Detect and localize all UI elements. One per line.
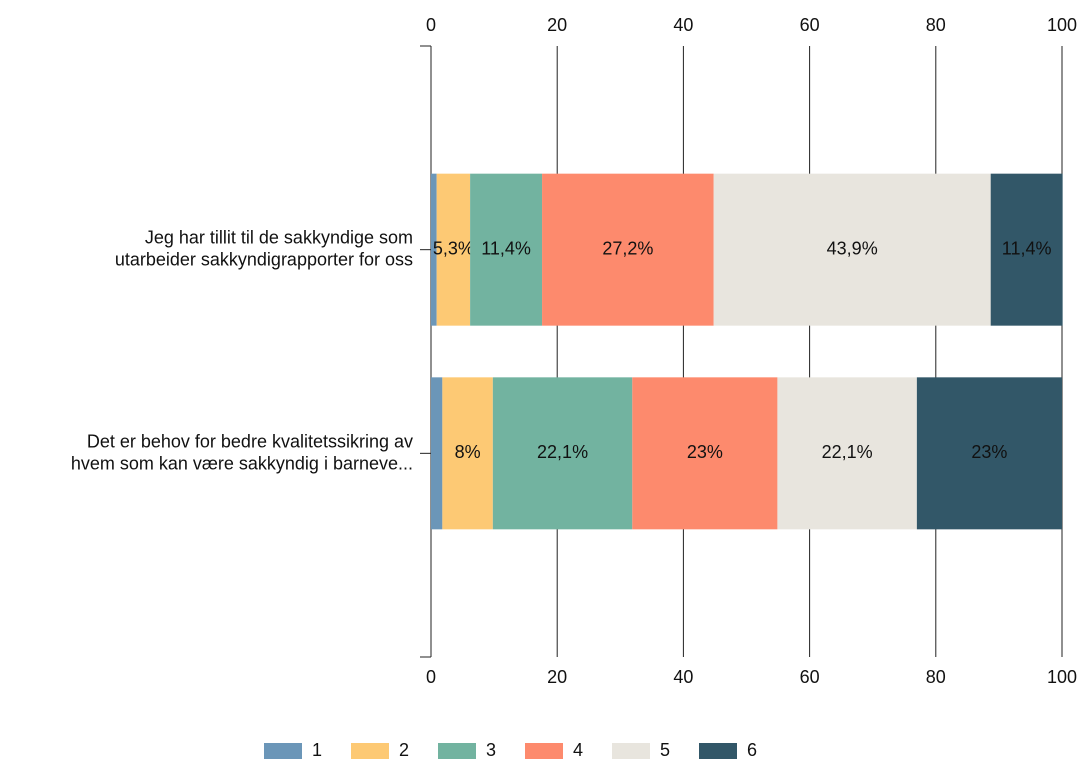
x-tick-label-top: 60 [800,15,820,35]
x-tick-label-top: 100 [1047,15,1077,35]
value-label: 22,1% [537,442,588,462]
y-tick-label: Jeg har tillit til de sakkyndige som utar… [115,227,413,269]
value-label: 22,1% [822,442,873,462]
y-tick-label: Det er behov for bedre kvalitetssikring … [71,431,413,473]
x-tick-label-top: 40 [673,15,693,35]
legend-swatch [525,743,563,759]
x-tick-label-bottom: 60 [800,667,820,687]
bar-segment [436,173,471,326]
bar-segment [777,377,917,530]
bar-segment [542,173,714,326]
legend-swatch [699,743,737,759]
bar-segment [632,377,778,530]
legend-swatch [612,743,650,759]
legend-label: 1 [312,740,322,760]
bar-segment [916,377,1062,530]
bar-segment [492,377,633,530]
legend-label: 4 [573,740,583,760]
x-tick-label-bottom: 80 [926,667,946,687]
x-tick-label-top: 0 [426,15,436,35]
x-tick-label-bottom: 0 [426,667,436,687]
bar-segment [442,377,493,530]
x-tick-label-bottom: 40 [673,667,693,687]
x-tick-label-bottom: 20 [547,667,567,687]
legend-swatch [264,743,302,759]
legend-label: 5 [660,740,670,760]
bar-segment [470,173,543,326]
value-label: 23% [687,442,723,462]
value-label: 27,2% [602,238,653,258]
value-label: 43,9% [827,238,878,258]
value-label: 23% [971,442,1007,462]
bar-segment [990,173,1063,326]
bar-segment [713,173,991,326]
x-tick-label-top: 80 [926,15,946,35]
legend-label: 6 [747,740,757,760]
bar-segment [431,173,437,326]
legend-label: 3 [486,740,496,760]
legend-swatch [438,743,476,759]
value-label: 11,4% [481,238,531,258]
x-tick-label-bottom: 100 [1047,667,1077,687]
value-label: 5,3% [433,238,474,258]
value-label: 11,4% [1002,238,1052,258]
value-label: 8% [455,442,481,462]
legend-label: 2 [399,740,409,760]
x-tick-label-top: 20 [547,15,567,35]
bar-segment [431,377,443,530]
legend-swatch [351,743,389,759]
